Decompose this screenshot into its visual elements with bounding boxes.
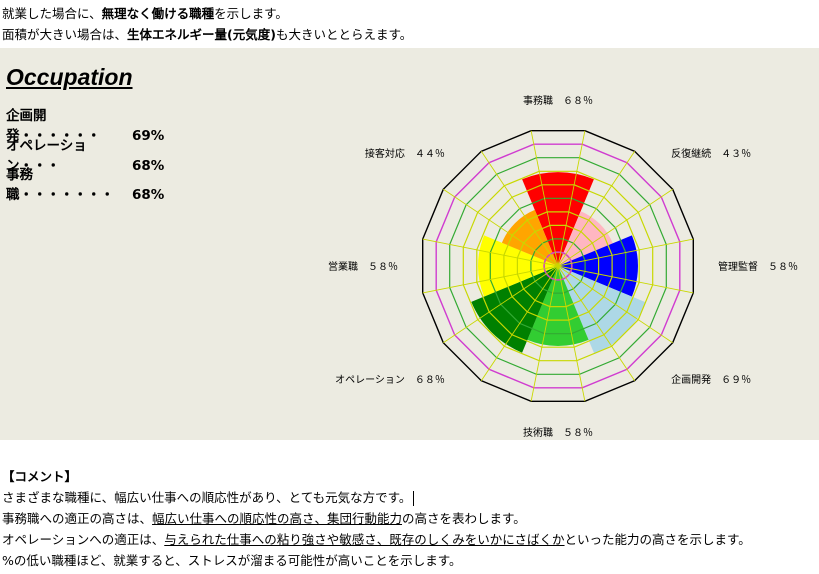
occupation-row-3-label: 事務職・・・・・・・	[6, 167, 114, 203]
occupation-row-1-label: 企画開発・・・・・・	[6, 108, 101, 144]
comment-line-4: %の低い職種ほど、就業すると、ストレスが溜まる可能性が高いことを示します。	[2, 553, 462, 568]
occupation-row-3-value: 68%	[132, 187, 165, 203]
comment-heading: 【コメント】	[2, 469, 78, 484]
occupation-row-2-value: 68%	[132, 158, 165, 174]
intro-line-2-c: も大きいととらえます。	[275, 27, 413, 42]
radar-spoke-2	[557, 151, 636, 267]
comment-line-3: オペレーションへの適正は、与えられた仕事への粘り強さや敏感さ、既存のしくみをいか…	[2, 529, 751, 550]
radar-chart: 事務職 ６８％ 反復継続 ４３％ 管理監督 ５８％ 企画開発 ６９％ 技術職 ５８％ オペ…	[328, 94, 798, 439]
radar-spoke-8	[557, 265, 586, 402]
comment-line-3-a: オペレーションへの適正は、	[2, 532, 165, 547]
radar-spoke-5	[557, 265, 694, 294]
radar-spoke-14	[443, 188, 559, 267]
comment-line-3-c: といった能力の高さを示します。	[564, 532, 751, 547]
intro-line-2-a: 面積が大きい場合は、	[2, 27, 128, 42]
comment-line-3-underlined: 与えられた仕事への粘り強さや敏感さ、既存のしくみをいかにさばくか	[164, 532, 565, 547]
radar-sector-8	[501, 209, 558, 266]
radar-spoke-9	[530, 265, 559, 402]
radar-center-ring	[543, 251, 573, 281]
occupation-title: Occupation	[6, 64, 133, 90]
intro-line-1-bold: 無理なく働ける職種	[101, 6, 215, 21]
intro-text: 就業した場合に、無理なく働ける職種を示します。 面積が大きい場合は、生体エネルギ…	[2, 3, 412, 45]
intro-line-1-c: を示します。	[214, 6, 288, 21]
radar-spoke-4	[557, 238, 694, 267]
radar-label-4: 企画開発 ６９％	[671, 373, 751, 386]
occupation-row-3: 事務職・・・・・・・ 68%	[6, 163, 164, 203]
radar-label-7: 営業職 ５８％	[328, 260, 398, 273]
comment-section: 【コメント】 さまざまな職種に、幅広い仕事への順応性があり、とても元気な方です。…	[2, 466, 751, 571]
occupation-row-1-value: 69%	[132, 128, 165, 144]
comment-line-1-text: さまざまな職種に、幅広い仕事への順応性があり、とても元気な方です。	[2, 490, 412, 505]
radar-label-1: 事務職 ６８％	[523, 94, 593, 107]
comment-line-2-underlined: 幅広い仕事への順応性の高さ、集団行動能力	[152, 511, 403, 526]
chart-panel: Occupation 企画開発・・・・・・ 69% オペレーション・・・ 68% 事…	[0, 48, 819, 440]
radar-spoke-1	[557, 130, 586, 267]
radar-sector-7	[478, 235, 558, 297]
radar-spoke-3	[557, 188, 673, 267]
comment-line-2: 事務職への適正の高さは、幅広い仕事への順応性の高さ、集団行動能力の高さを表わしま…	[2, 508, 751, 529]
intro-line-1: 就業した場合に、無理なく働ける職種を示します。	[2, 3, 412, 24]
intro-line-2-bold: 生体エネルギー量(元気度)	[127, 27, 276, 42]
radar-spoke-11	[443, 265, 559, 344]
comment-line-2-a: 事務職への適正の高さは、	[2, 511, 153, 526]
radar-spoke-7	[557, 265, 636, 381]
radar-spoke-10	[480, 265, 559, 381]
comment-line-2-c: の高さを表わします。	[402, 511, 526, 526]
radar-spoke-16	[530, 130, 559, 267]
comment-line-1: さまざまな職種に、幅広い仕事への順応性があり、とても元気な方です。	[2, 487, 751, 508]
radar-sector-2	[558, 211, 613, 266]
radar-sector-1	[522, 172, 594, 266]
radar-sector-4	[558, 266, 646, 354]
radar-label-6: オペレーション ６８％	[335, 374, 445, 386]
intro-line-2: 面積が大きい場合は、生体エネルギー量(元気度)も大きいととらえます。	[2, 24, 412, 45]
occupation-row-2-label: オペレーション・・・	[6, 138, 87, 174]
radar-label-3: 管理監督 ５８％	[718, 260, 798, 273]
radar-sector-3	[558, 235, 638, 297]
radar-label-8: 接客対応 ４４％	[365, 147, 445, 160]
occupation-row-1: 企画開発・・・・・・ 69%	[6, 104, 164, 144]
occupation-row-2: オペレーション・・・ 68%	[6, 134, 164, 174]
radar-spoke-12	[422, 265, 559, 294]
radar-spoke-6	[557, 265, 673, 344]
radar-sector-5	[527, 266, 589, 346]
intro-line-1-a: 就業した場合に、	[2, 6, 102, 21]
radar-sector-6	[471, 266, 558, 353]
radar-spoke-13	[422, 238, 559, 267]
radar-spoke-15	[480, 151, 559, 267]
radar-label-5: 技術職 ５８％	[523, 426, 593, 439]
text-caret	[413, 491, 415, 506]
radar-label-2: 反復継続 ４３％	[671, 147, 751, 160]
